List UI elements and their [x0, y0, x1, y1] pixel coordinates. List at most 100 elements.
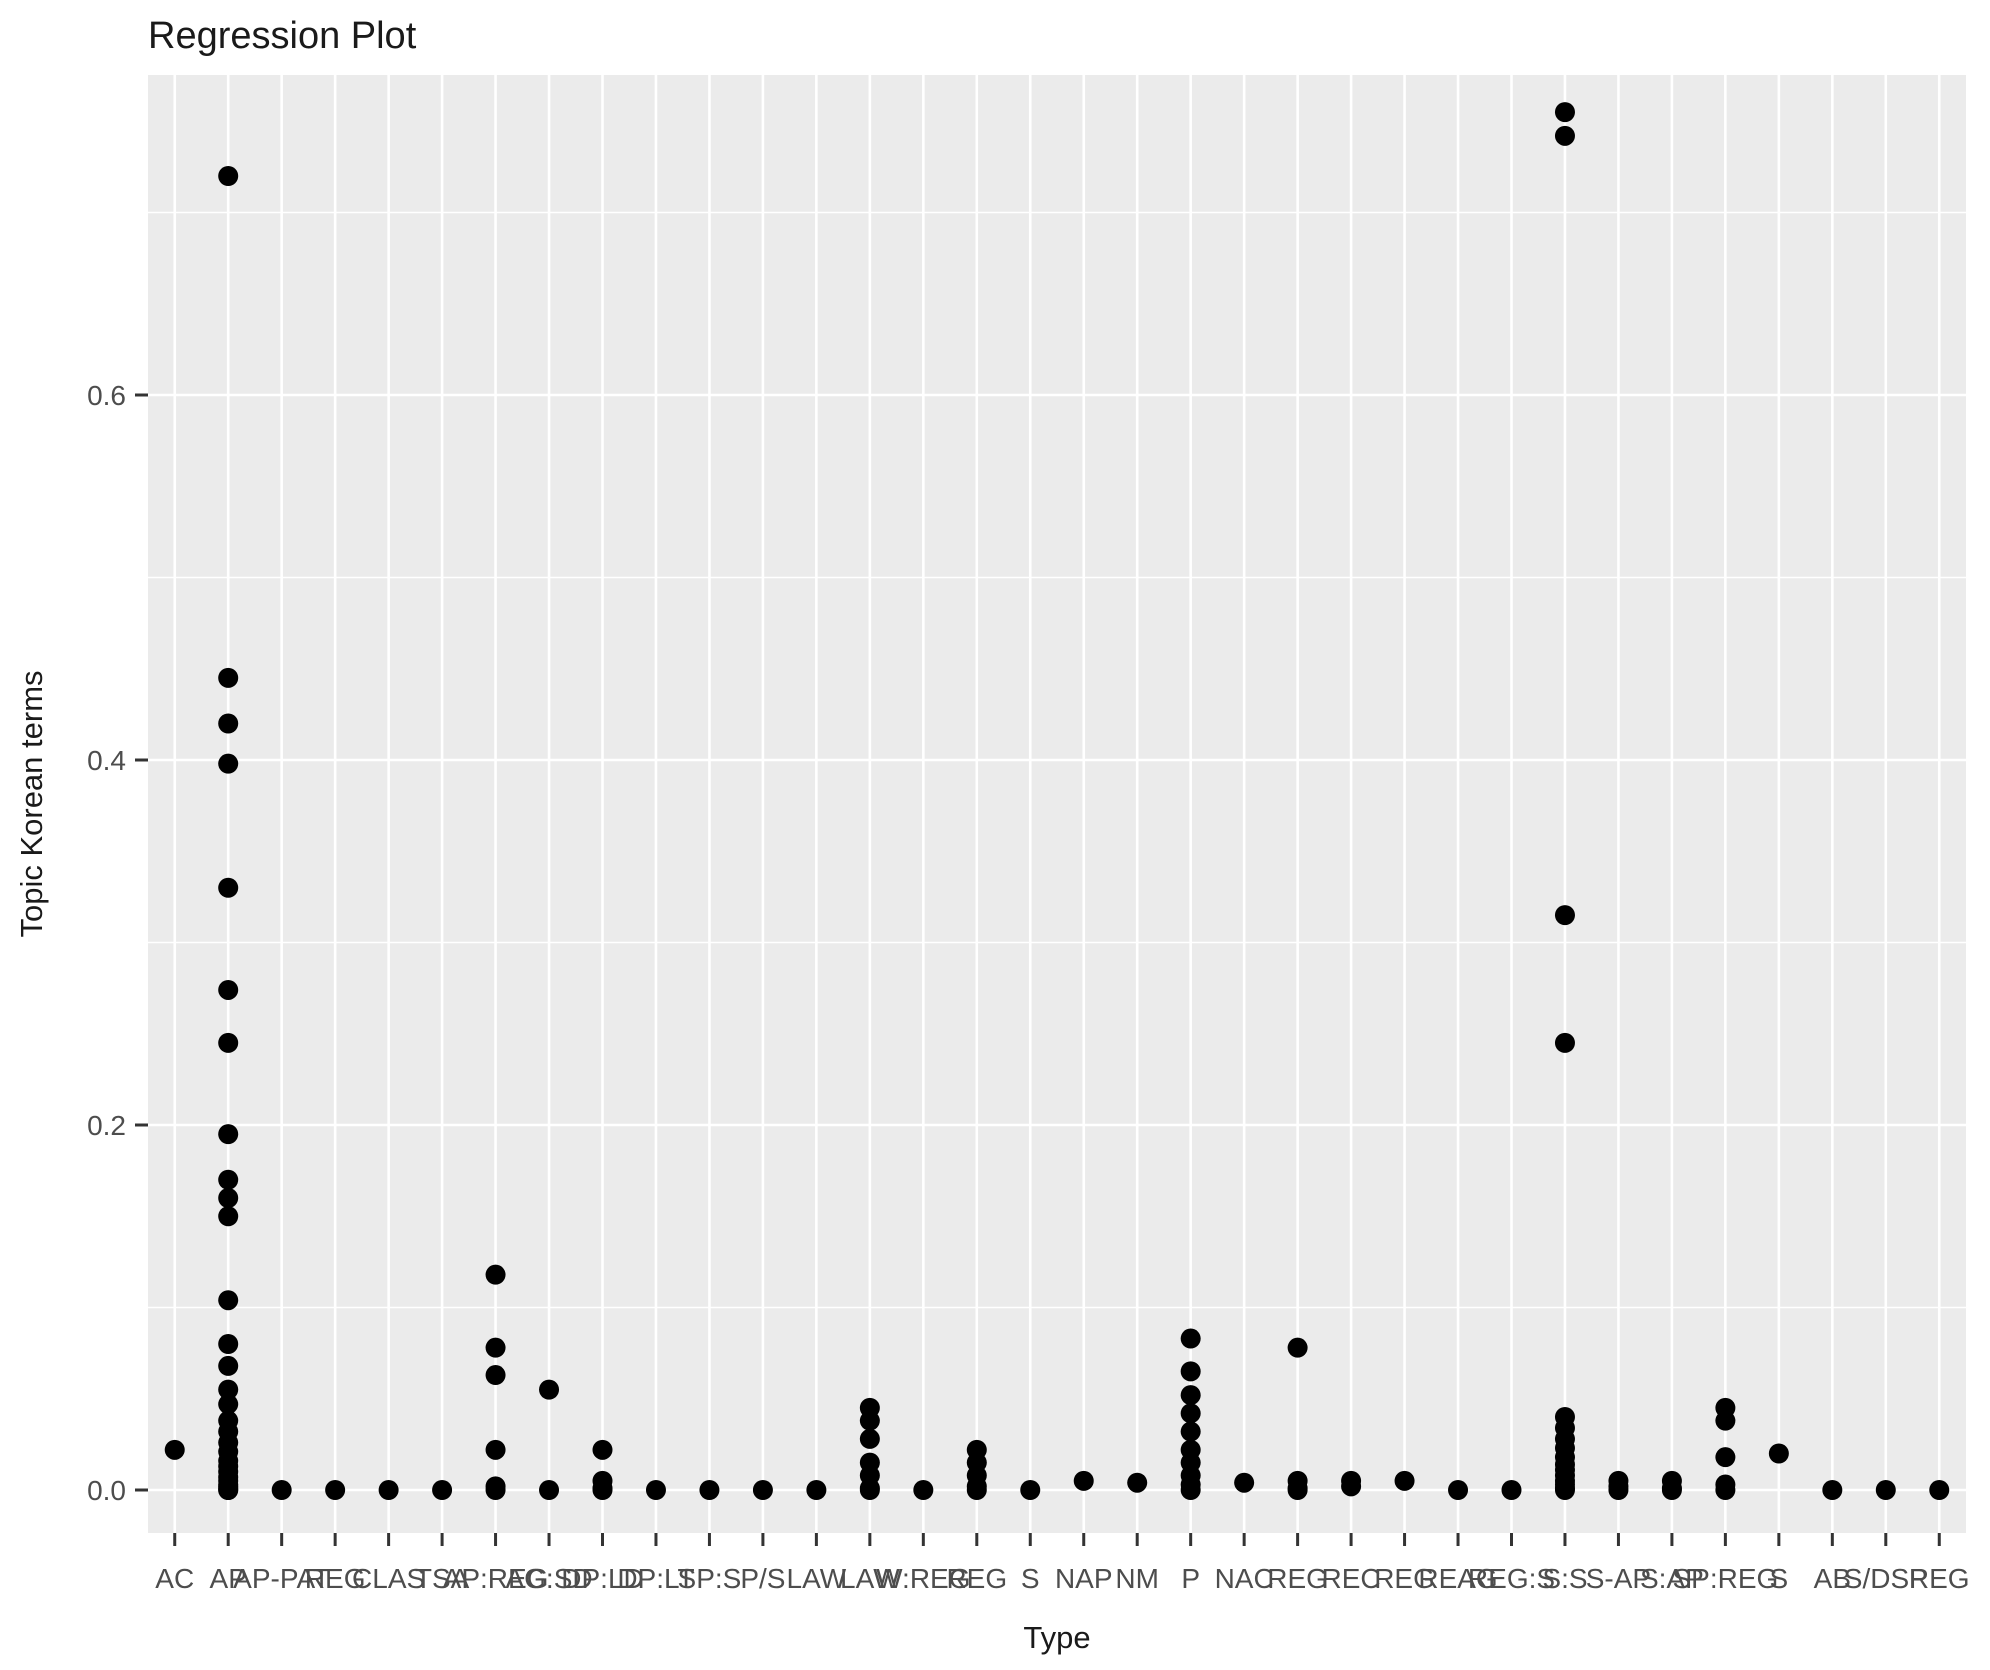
panel-background — [148, 75, 1966, 1533]
x-tick-label: LAW — [787, 1563, 847, 1594]
plot-title: Regression Plot — [148, 15, 417, 57]
data-point — [1501, 1480, 1522, 1500]
data-point — [1661, 1480, 1682, 1500]
data-point — [1554, 1480, 1575, 1500]
data-point — [539, 1480, 560, 1500]
data-point — [218, 166, 239, 186]
data-point — [1234, 1472, 1255, 1493]
y-axis-tick-labels: 0.0 0.2 0.4 0.6 — [87, 380, 126, 1506]
x-tick-label: TSA — [415, 1563, 470, 1594]
x-tick-label: P — [1181, 1563, 1200, 1594]
data-point — [325, 1480, 346, 1500]
data-point — [1180, 1328, 1201, 1349]
data-point — [1287, 1337, 1308, 1358]
data-point — [1180, 1361, 1201, 1382]
data-point — [1715, 1480, 1736, 1500]
data-point — [913, 1480, 934, 1500]
data-point — [1287, 1480, 1308, 1500]
data-point — [1180, 1421, 1201, 1442]
x-axis-tick-labels: AC APAP-PATREGCLASTSAAP:REGAG:SDDP:LDDP:L… — [155, 1563, 1969, 1594]
data-point — [218, 1032, 239, 1053]
data-points — [164, 102, 1950, 1500]
data-point — [1554, 125, 1575, 146]
data-point — [1448, 1480, 1469, 1500]
data-point — [806, 1480, 827, 1500]
data-point — [1341, 1476, 1362, 1497]
data-point — [218, 1355, 239, 1376]
data-point — [218, 1334, 239, 1354]
x-tick-label: NAC — [1215, 1563, 1274, 1594]
x-tick-label: P/S — [740, 1563, 785, 1594]
x-tick-label: S/DSP — [1844, 1563, 1928, 1594]
x-tick-label: REG — [1374, 1563, 1435, 1594]
data-point — [218, 877, 239, 898]
data-point — [859, 1428, 880, 1449]
x-tick-label: SP:S — [678, 1563, 742, 1594]
y-tick-label: 0.2 — [87, 1110, 126, 1141]
x-tick-label: S:S — [1542, 1563, 1587, 1594]
data-point — [218, 667, 239, 688]
x-tick-label: REG:S — [1468, 1563, 1555, 1594]
x-tick-label: REC — [1322, 1563, 1381, 1594]
data-point — [164, 1439, 185, 1460]
data-point — [1394, 1470, 1415, 1491]
y-tick-label: 0.4 — [87, 745, 126, 776]
x-tick-label: SP:REG — [1672, 1563, 1778, 1594]
x-tick-label: AB — [1814, 1563, 1851, 1594]
data-point — [1020, 1480, 1041, 1500]
data-point — [1180, 1480, 1201, 1500]
data-point — [218, 1124, 239, 1145]
x-tick-label: REG — [305, 1563, 366, 1594]
x-tick-label: W:REG — [876, 1563, 970, 1594]
data-point — [1715, 1447, 1736, 1468]
data-point — [378, 1480, 399, 1500]
data-point — [752, 1480, 773, 1500]
data-point — [1929, 1480, 1950, 1500]
data-point — [218, 1394, 239, 1415]
data-point — [645, 1480, 666, 1500]
data-point — [218, 1379, 239, 1400]
data-point — [1875, 1480, 1896, 1500]
x-tick-label: S:AP — [1640, 1563, 1704, 1594]
x-tick-label: NAP — [1055, 1563, 1113, 1594]
data-point — [1822, 1480, 1843, 1500]
data-point — [485, 1365, 506, 1386]
data-point — [485, 1264, 506, 1285]
data-point — [432, 1480, 453, 1500]
data-point — [218, 1188, 239, 1208]
minor-gridlines — [148, 211, 1966, 1309]
x-tick-label: REAG — [1418, 1563, 1497, 1594]
x-tick-label: NM — [1115, 1563, 1159, 1594]
x-tick-label: DP:LD — [561, 1563, 643, 1594]
x-tick-label: AC — [155, 1563, 194, 1594]
x-tick-label: CLAS — [352, 1563, 425, 1594]
data-point — [592, 1439, 613, 1460]
data-point — [218, 1169, 239, 1190]
data-point — [271, 1480, 292, 1500]
data-point — [859, 1410, 880, 1431]
data-point — [1768, 1443, 1789, 1464]
data-point — [485, 1480, 506, 1500]
data-point — [699, 1480, 720, 1500]
x-axis-title: Type — [1023, 1620, 1090, 1655]
data-point — [1715, 1410, 1736, 1431]
data-point — [218, 1480, 239, 1500]
data-point — [592, 1480, 613, 1500]
data-point — [1180, 1385, 1201, 1406]
data-point — [218, 753, 239, 774]
x-tick-label: REG — [1267, 1563, 1328, 1594]
data-point — [966, 1480, 987, 1500]
data-point — [1554, 102, 1575, 123]
data-point — [1180, 1403, 1201, 1424]
x-tick-label: REG — [1909, 1563, 1970, 1594]
y-axis-tick-marks — [135, 393, 148, 1492]
data-point — [218, 979, 239, 1000]
data-point — [1554, 1032, 1575, 1053]
data-point — [1608, 1480, 1629, 1500]
data-point — [218, 1206, 239, 1227]
x-tick-label: DP:LT — [617, 1563, 694, 1594]
x-axis-tick-marks — [173, 1533, 1941, 1546]
x-tick-label: S-AP — [1586, 1563, 1651, 1594]
